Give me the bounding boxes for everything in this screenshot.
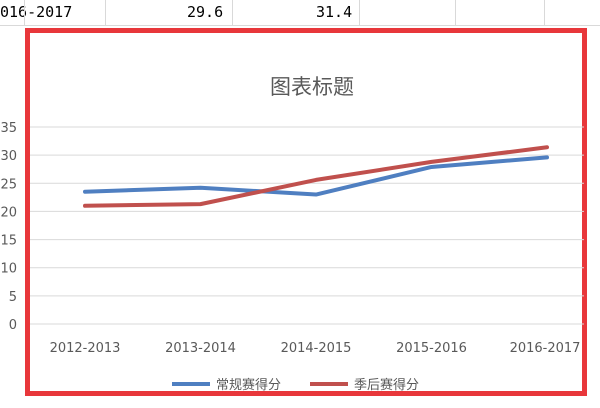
column-divider	[455, 0, 456, 26]
series-line-2[interactable]	[83, 145, 549, 208]
column-divider	[105, 0, 106, 26]
y-tick-label: 5	[9, 290, 17, 305]
y-tick-label: 35	[0, 121, 17, 136]
column-divider	[544, 0, 545, 26]
legend-label: 季后赛得分	[354, 377, 419, 393]
y-tick-label: 25	[0, 177, 17, 192]
period-cell[interactable]: 016-2017	[0, 3, 73, 21]
x-tick-label: 2014-2015	[281, 341, 352, 356]
y-tick-label: 0	[9, 318, 17, 333]
legend-label: 常规赛得分	[216, 377, 281, 393]
y-tick-label: 15	[0, 234, 17, 249]
x-tick-label: 2013-2014	[165, 341, 236, 356]
y-tick-label: 10	[0, 262, 17, 277]
chart-highlight-frame[interactable]	[25, 28, 587, 396]
column-divider	[24, 0, 25, 26]
y-tick-label: 30	[0, 149, 17, 164]
chart-title[interactable]: 图表标题	[270, 75, 354, 99]
series-line-1[interactable]	[83, 155, 549, 197]
column-divider	[359, 0, 360, 26]
playoff-score-cell[interactable]: 31.4	[316, 3, 353, 21]
y-tick-label: 20	[0, 205, 17, 220]
spreadsheet-row: 016-2017 29.6 31.4	[0, 0, 600, 26]
x-tick-label: 2016-2017	[510, 341, 581, 356]
x-tick-label: 2012-2013	[50, 341, 121, 356]
x-tick-label: 2015-2016	[396, 341, 467, 356]
column-divider	[232, 0, 233, 26]
regular-score-cell[interactable]: 29.6	[187, 3, 224, 21]
